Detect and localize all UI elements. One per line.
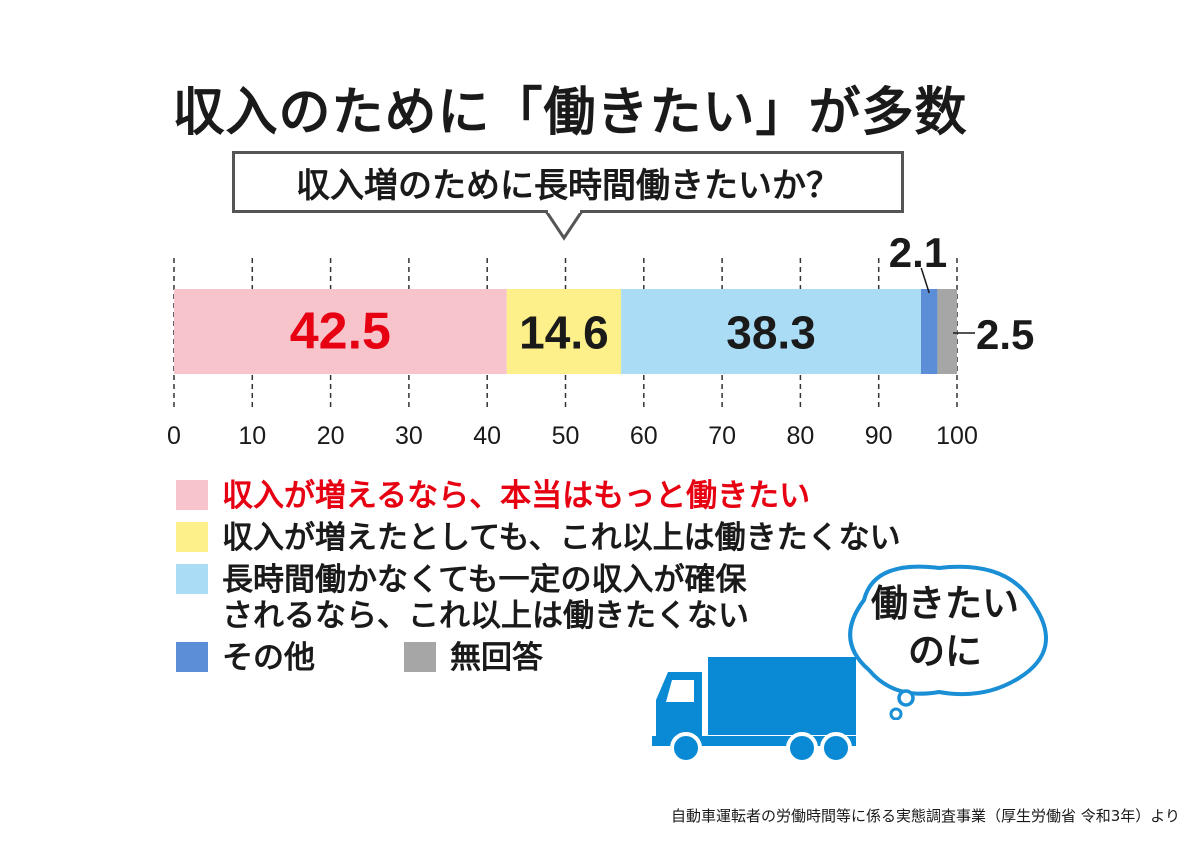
data-label: 14.6 [519,307,609,359]
chart-title: 収入のために「働きたい」が多数 [172,83,968,143]
tick-label: 50 [552,422,580,450]
legend-swatch [176,480,208,510]
legend-item-secure-income: 長時間働かなくても一定の収入が確保 されるなら、これ以上は働きたくない [176,562,749,634]
legend-item-no-more-work: 収入が増えたとしても、これ以上は働きたくない [176,520,901,556]
data-label: 2.1 [889,229,947,276]
thought-bubble-text: 働きたい のに [871,582,1019,673]
legend-swatch [404,642,436,672]
bar-segment [506,289,622,374]
leader-line [920,267,930,294]
bar-segment [174,289,507,374]
legend-label: 収入が増えるなら、本当はもっと働きたい [222,478,811,514]
tick-label: 40 [473,422,501,450]
legend-item-other: その他 [176,640,315,676]
legend-swatch [176,642,208,672]
thought-bubble-icon [848,564,1048,720]
tick-label: 30 [395,422,423,450]
tick-label: 20 [317,422,345,450]
tick-label: 10 [238,422,266,450]
tick-label: 100 [936,422,978,450]
tick-label: 60 [630,422,658,450]
data-label: 38.3 [726,307,816,359]
legend-item-more-work: 収入が増えるなら、本当はもっと働きたい [176,478,810,514]
tick-label: 0 [167,422,181,450]
question-text: 収入増のために長時間働きたいか？ [296,165,840,206]
legend-swatch [176,522,208,552]
callout-tail [544,210,584,241]
tick-label: 90 [865,422,893,450]
bar-segment [920,289,938,374]
data-label: 2.5 [976,311,1034,358]
source-note: 自動車運転者の労働時間等に係る実態調査事業（厚生労働省 令和3年）より [670,807,1180,825]
legend-label: 収入が増えたとしても、これ以上は働きたくない [222,520,901,556]
legend-label: その他 [222,640,315,676]
truck-icon [652,657,856,764]
legend-label: 無回答 [450,640,543,676]
data-label: 42.5 [290,303,391,361]
question-callout: 収入増のために長時間働きたいか？ [232,151,904,213]
tick-label: 70 [708,422,736,450]
bar-segment [621,289,921,374]
legend-swatch [176,564,208,594]
legend-label: 長時間働かなくても一定の収入が確保 されるなら、これ以上は働きたくない [222,562,749,634]
tick-label: 80 [786,422,814,450]
bar-segment [937,289,957,374]
legend-item-no-answer: 無回答 [404,640,543,676]
stacked-bar-chart: 0 10 20 30 40 50 60 70 80 90 100 42.5 14.6 38.3 2.1 2.5 [167,229,1034,450]
